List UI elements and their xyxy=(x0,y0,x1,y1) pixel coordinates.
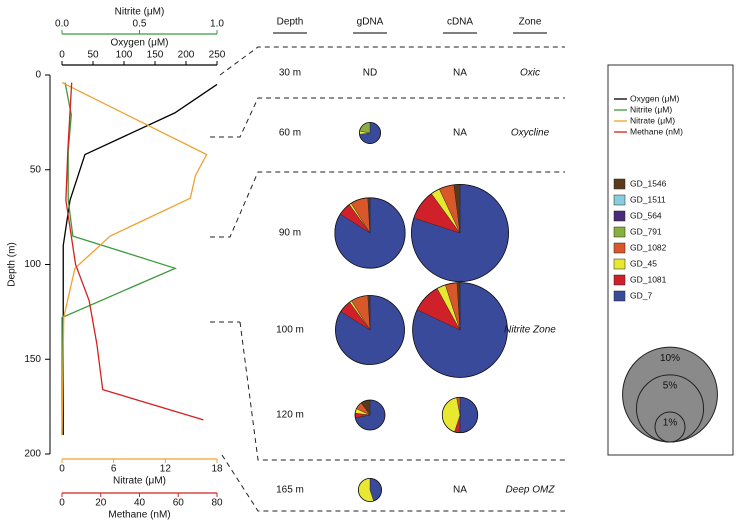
legend-label: GD_1081 xyxy=(630,274,667,284)
x-tick-label: 0 xyxy=(59,50,65,61)
legend-swatch xyxy=(613,226,626,238)
column-header: Depth xyxy=(277,17,304,28)
x-axis-label: Nitrite (μM) xyxy=(115,7,165,18)
connector xyxy=(210,171,565,238)
legend-label: GD_7 xyxy=(630,290,652,300)
legend-swatch xyxy=(613,210,626,222)
pie-outline xyxy=(334,197,406,269)
pie-outline xyxy=(335,295,405,365)
cell-text: 120 m xyxy=(276,410,304,421)
x-tick-label: 40 xyxy=(134,498,146,509)
x-tick-label: 200 xyxy=(178,50,195,61)
cell-text: 165 m xyxy=(276,485,304,496)
connector xyxy=(221,454,565,512)
cell-text: ND xyxy=(363,68,377,79)
cell-text: 90 m xyxy=(279,228,301,239)
x-tick-label: 18 xyxy=(211,464,223,475)
legend-label: Oxygen (μM) xyxy=(630,93,679,103)
cell-text: NA xyxy=(453,68,467,79)
x-tick-label: 100 xyxy=(116,50,133,61)
profile-line xyxy=(65,82,204,421)
size-legend-label: 5% xyxy=(663,381,678,392)
x-tick-label: 6 xyxy=(111,464,117,475)
zone-label: Nitrite Zone xyxy=(504,325,556,336)
connector xyxy=(210,97,565,138)
cell-text: NA xyxy=(453,485,467,496)
column-header: Zone xyxy=(519,17,542,28)
pie-outline xyxy=(357,477,383,503)
pie-outline xyxy=(441,396,479,434)
legend-label: GD_1546 xyxy=(630,178,667,188)
depth-connectors xyxy=(210,46,565,512)
y-tick-label: 200 xyxy=(24,449,41,460)
connector xyxy=(219,46,565,76)
cell-text: 60 m xyxy=(279,128,301,139)
x-tick-label: 0 xyxy=(59,498,65,509)
x-tick-label: 1.0 xyxy=(210,19,224,30)
cell-text: NA xyxy=(453,128,467,139)
x-tick-label: 80 xyxy=(211,498,223,509)
pie-outline xyxy=(354,399,386,431)
x-tick-label: 0.0 xyxy=(55,19,69,30)
x-tick-label: 0.5 xyxy=(133,19,147,30)
x-axis-label: Nitrate (μM) xyxy=(113,476,166,487)
legend-label: Methane (nM) xyxy=(630,126,683,136)
x-axis-label: Methane (nM) xyxy=(108,510,170,521)
pie-wedge xyxy=(459,397,478,433)
x-tick-label: 20 xyxy=(95,498,107,509)
column-header: cDNA xyxy=(447,17,473,28)
size-legend-label: 10% xyxy=(660,353,680,364)
cell-text: 100 m xyxy=(276,325,304,336)
zone-label: Deep OMZ xyxy=(506,485,556,496)
x-axis-label: Oxygen (μM) xyxy=(111,38,169,49)
profile-line xyxy=(62,83,218,436)
profile-line xyxy=(61,81,208,436)
y-tick-label: 150 xyxy=(24,354,41,365)
legend-label: GD_564 xyxy=(630,210,662,220)
legend-box xyxy=(607,64,734,456)
x-tick-label: 12 xyxy=(160,464,172,475)
zone-label: Oxic xyxy=(520,68,540,79)
legend-label: GD_1511 xyxy=(630,194,666,204)
legend-swatch xyxy=(613,194,626,206)
y-axis-label: Depth (m) xyxy=(7,242,18,286)
size-legend-label: 1% xyxy=(663,418,678,429)
legend-label: Nitrite (μM) xyxy=(630,104,672,114)
x-tick-label: 250 xyxy=(209,50,226,61)
pie-outline xyxy=(358,121,382,145)
legend-swatch xyxy=(613,290,626,302)
legend-label: GD_791 xyxy=(630,226,662,236)
cell-text: 30 m xyxy=(279,68,301,79)
profile-line xyxy=(61,82,178,436)
y-tick-label: 0 xyxy=(35,70,41,81)
zone-label: Oxycline xyxy=(511,128,550,139)
y-tick-label: 100 xyxy=(24,259,41,270)
connector xyxy=(239,321,565,461)
pie-outline xyxy=(412,282,508,378)
x-tick-label: 60 xyxy=(173,498,185,509)
legend-label: Nitrate (μM) xyxy=(630,115,675,125)
x-tick-label: 0 xyxy=(59,464,65,475)
y-tick-label: 50 xyxy=(30,164,42,175)
legend-swatch xyxy=(613,242,626,254)
x-tick-label: 50 xyxy=(87,50,99,61)
legend-swatch xyxy=(613,178,626,190)
legend-label: GD_45 xyxy=(630,258,657,268)
legend-label: GD_1082 xyxy=(630,242,667,252)
legend-swatch xyxy=(613,258,626,270)
legend-swatch xyxy=(613,274,626,286)
pie-outline xyxy=(410,183,510,283)
column-header: gDNA xyxy=(357,17,384,28)
x-tick-label: 150 xyxy=(147,50,164,61)
size-legend-circle xyxy=(654,411,686,443)
